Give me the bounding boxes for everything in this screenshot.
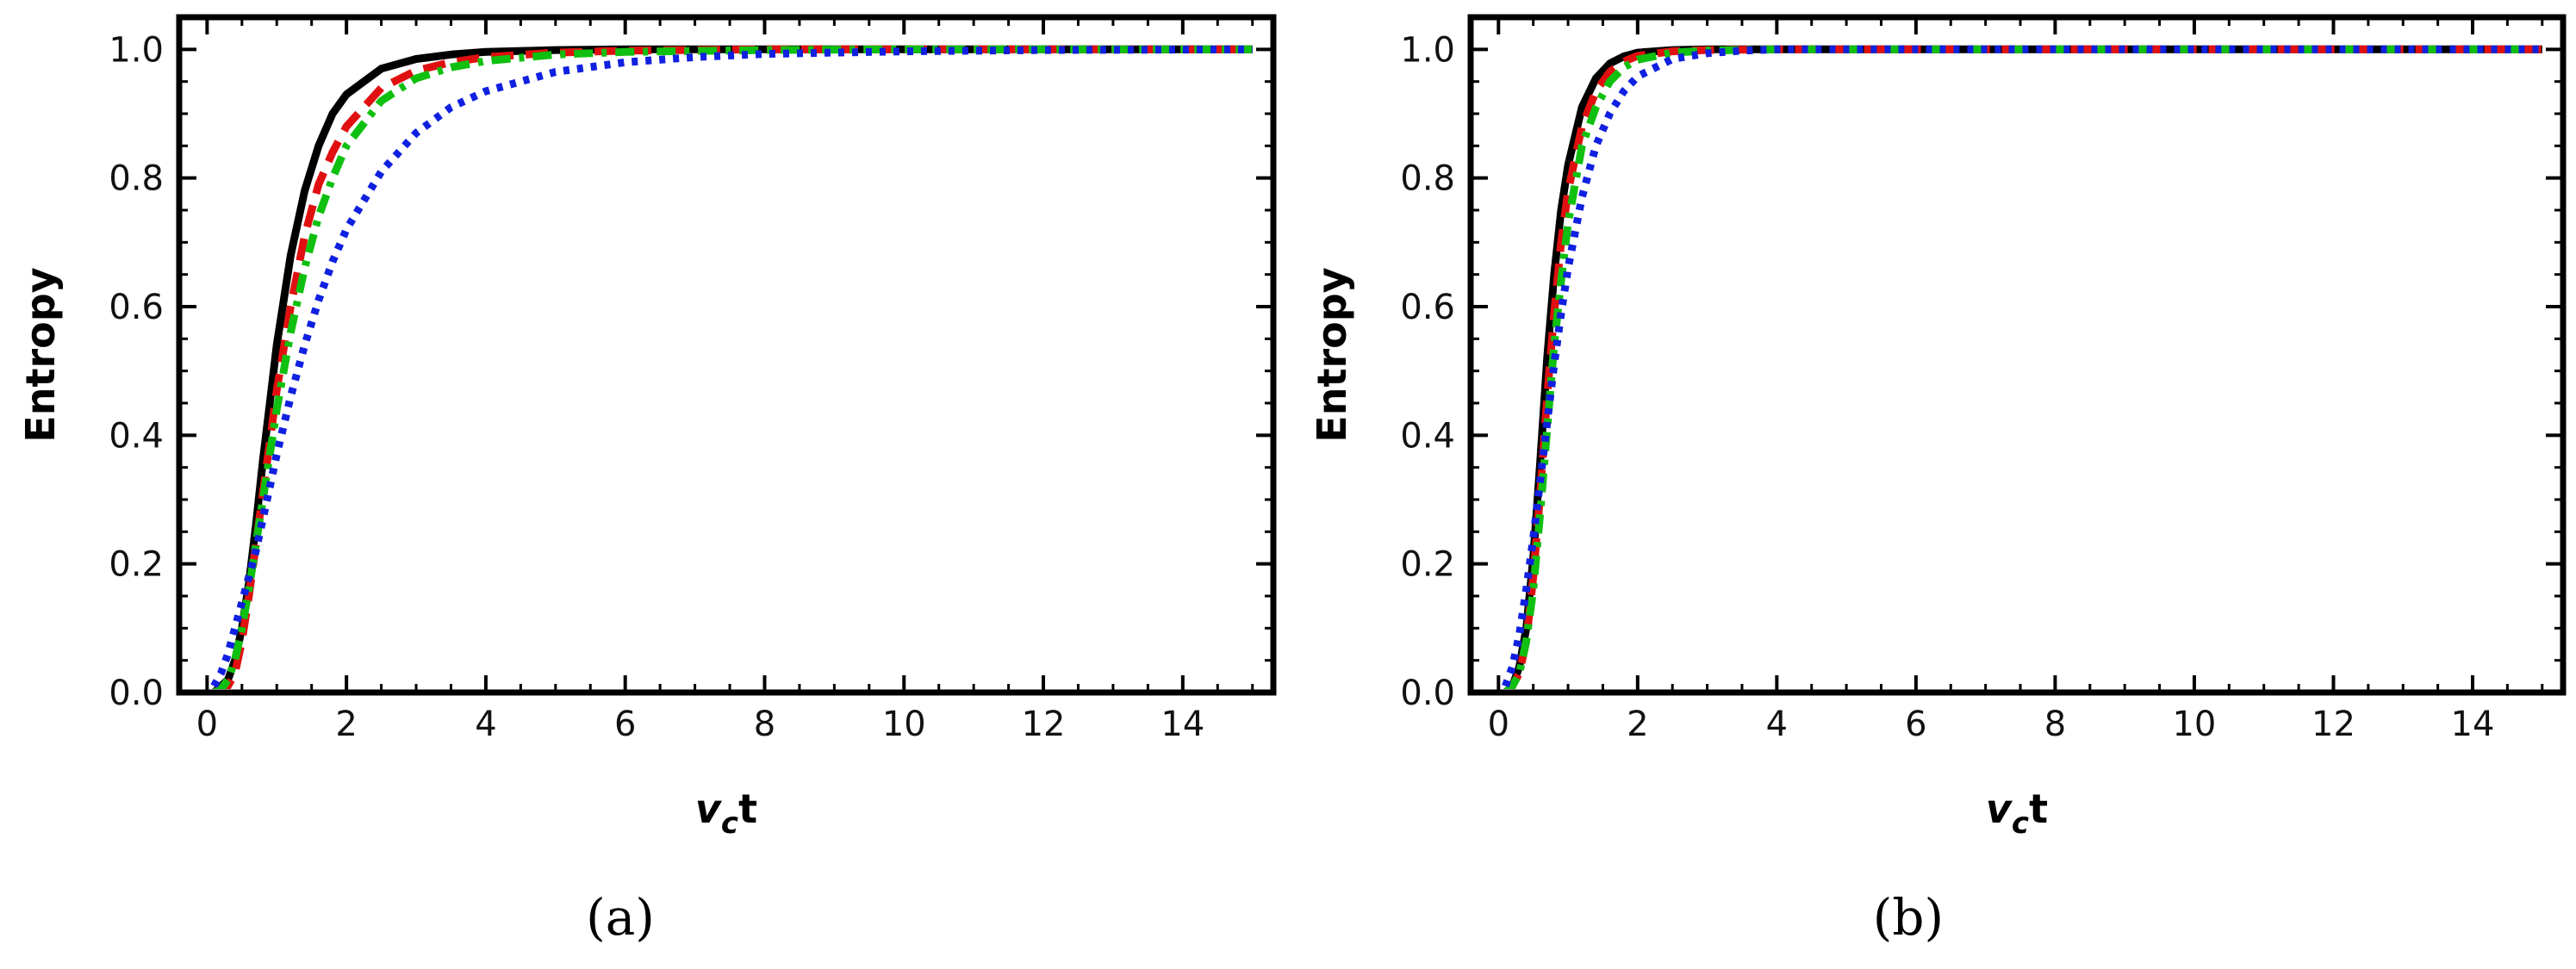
panel-label: (b) (1873, 888, 1944, 947)
y-tick-label: 0.2 (1400, 545, 1455, 585)
x-tick-label: 14 (1160, 705, 1204, 744)
x-axis-title-suffix: t (738, 786, 757, 832)
plot-frame (1467, 14, 2567, 696)
x-axis-title: vct (1986, 786, 2048, 841)
y-tick-label: 0.4 (1400, 416, 1455, 456)
x-tick-label: 2 (1627, 705, 1648, 744)
x-tick-label: 6 (614, 705, 636, 744)
series-line-dashdot (212, 45, 1253, 689)
y-tick-label: 0.4 (109, 416, 164, 456)
y-tick-label: 0.6 (109, 288, 164, 327)
x-tick-label: 8 (754, 705, 775, 744)
y-tick-label: 0.2 (109, 545, 164, 585)
plot-frame (176, 14, 1277, 696)
series-line-dashed (1503, 45, 2542, 689)
x-tick-label: 0 (1488, 705, 1509, 744)
x-axis-title-suffix: t (2029, 786, 2048, 832)
x-tick-label: 6 (1905, 705, 1926, 744)
y-tick-label: 0.0 (1400, 674, 1455, 713)
x-tick-label: 12 (1022, 705, 1066, 744)
y-tick-label: 0.6 (1400, 288, 1455, 327)
x-tick-label: 12 (2312, 705, 2355, 744)
y-axis-title: Entropy (17, 267, 64, 442)
y-tick-label: 1.0 (109, 30, 164, 70)
x-tick-label: 0 (196, 705, 218, 744)
x-axis-title-main: v (1986, 786, 2013, 832)
chart-panel-b: 0 2 4 6 8 10 12 14 0.0 0.2 0.4 0.6 0.8 1.0 Entropy vct (… (1309, 14, 2567, 947)
series-line-dotted (1502, 45, 2542, 688)
x-tick-label: 4 (1766, 705, 1788, 744)
y-tick-label: 0.8 (109, 159, 164, 199)
x-tick-label: 4 (475, 705, 496, 744)
x-axis-title-subscript: c (721, 806, 738, 841)
x-tick-label: 8 (2044, 705, 2066, 744)
panel-label: (a) (586, 888, 655, 947)
y-tick-label: 1.0 (1400, 30, 1455, 70)
y-tick-label: 0.8 (1400, 159, 1455, 199)
y-tick-label: 0.0 (109, 674, 164, 713)
x-tick-label: 2 (335, 705, 357, 744)
chart-panel-a: 0 2 4 6 8 10 12 14 0.0 0.2 0.4 0.6 0.8 1.0 Entropy vct (… (17, 14, 1277, 947)
x-axis-title-subscript: c (2012, 806, 2029, 841)
x-tick-label: 10 (882, 705, 926, 744)
x-axis-title: vct (695, 786, 757, 841)
series-line-dashdot (1503, 45, 2542, 689)
x-axis-title-main: v (695, 786, 723, 832)
x-tick-label: 14 (2451, 705, 2495, 744)
x-tick-label: 10 (2172, 705, 2216, 744)
y-axis-title: Entropy (1309, 267, 1355, 442)
